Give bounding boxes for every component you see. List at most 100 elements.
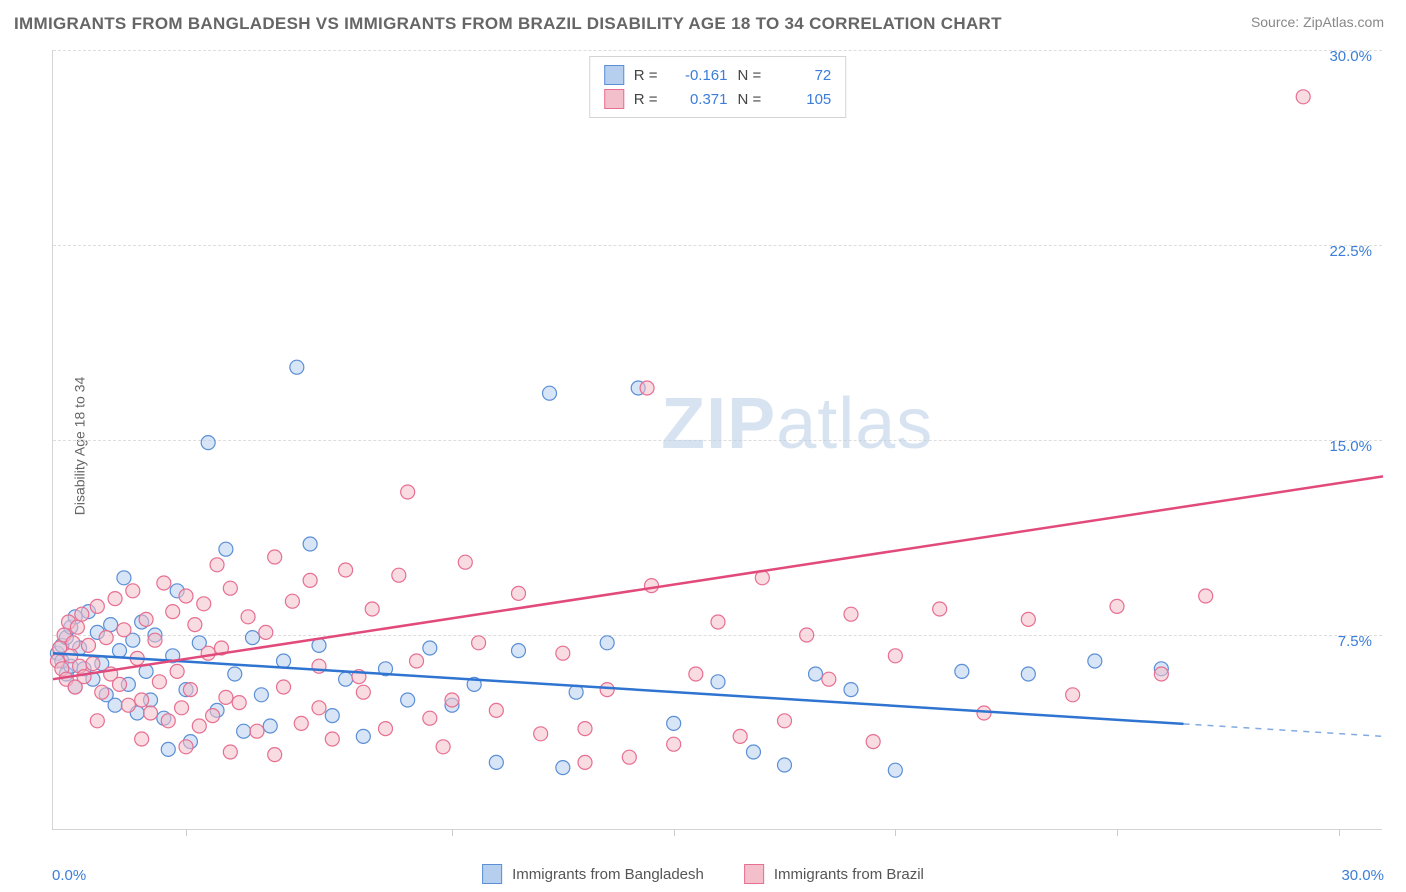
scatter-point-bangladesh bbox=[277, 654, 291, 668]
legend-item-bangladesh: Immigrants from Bangladesh bbox=[482, 864, 704, 884]
scatter-point-bangladesh bbox=[254, 688, 268, 702]
scatter-point-brazil bbox=[410, 654, 424, 668]
x-tick bbox=[452, 829, 453, 836]
scatter-point-brazil bbox=[392, 568, 406, 582]
scatter-point-brazil bbox=[822, 672, 836, 686]
scatter-point-bangladesh bbox=[246, 631, 260, 645]
source-label: Source: bbox=[1251, 14, 1299, 30]
trendline-extrapolated-bangladesh bbox=[1184, 724, 1384, 736]
scatter-point-bangladesh bbox=[201, 436, 215, 450]
x-tick bbox=[1339, 829, 1340, 836]
scatter-point-brazil bbox=[1110, 599, 1124, 613]
scatter-point-bangladesh bbox=[809, 667, 823, 681]
scatter-point-bangladesh bbox=[711, 675, 725, 689]
scatter-point-brazil bbox=[303, 573, 317, 587]
scatter-point-brazil bbox=[188, 618, 202, 632]
scatter-point-brazil bbox=[117, 623, 131, 637]
scatter-point-brazil bbox=[210, 558, 224, 572]
scatter-point-brazil bbox=[436, 740, 450, 754]
trendline-brazil bbox=[53, 476, 1383, 679]
scatter-point-brazil bbox=[977, 706, 991, 720]
scatter-point-brazil bbox=[113, 677, 127, 691]
scatter-point-brazil bbox=[667, 737, 681, 751]
scatter-point-brazil bbox=[445, 693, 459, 707]
r-label: R = bbox=[634, 67, 658, 84]
scatter-point-bangladesh bbox=[339, 672, 353, 686]
scatter-point-brazil bbox=[866, 735, 880, 749]
scatter-point-brazil bbox=[733, 729, 747, 743]
scatter-point-brazil bbox=[201, 646, 215, 660]
series-name-brazil: Immigrants from Brazil bbox=[774, 866, 924, 883]
x-tick bbox=[895, 829, 896, 836]
scatter-point-brazil bbox=[711, 615, 725, 629]
scatter-point-brazil bbox=[95, 685, 109, 699]
chart-title: IMMIGRANTS FROM BANGLADESH VS IMMIGRANTS… bbox=[14, 14, 1002, 34]
scatter-point-brazil bbox=[268, 748, 282, 762]
scatter-point-brazil bbox=[844, 607, 858, 621]
legend-row-brazil: R = 0.371 N = 105 bbox=[604, 87, 832, 111]
scatter-point-brazil bbox=[223, 745, 237, 759]
scatter-point-bangladesh bbox=[108, 698, 122, 712]
scatter-point-bangladesh bbox=[778, 758, 792, 772]
scatter-point-brazil bbox=[423, 711, 437, 725]
source-link[interactable]: ZipAtlas.com bbox=[1303, 14, 1384, 30]
scatter-point-bangladesh bbox=[401, 693, 415, 707]
swatch-bangladesh-icon bbox=[482, 864, 502, 884]
scatter-point-brazil bbox=[219, 690, 233, 704]
scatter-point-brazil bbox=[121, 698, 135, 712]
scatter-point-brazil bbox=[365, 602, 379, 616]
scatter-point-brazil bbox=[75, 607, 89, 621]
scatter-point-brazil bbox=[179, 740, 193, 754]
scatter-point-brazil bbox=[379, 722, 393, 736]
scatter-point-brazil bbox=[161, 714, 175, 728]
scatter-point-brazil bbox=[144, 706, 158, 720]
scatter-point-bangladesh bbox=[543, 386, 557, 400]
scatter-point-brazil bbox=[175, 701, 189, 715]
scatter-point-brazil bbox=[148, 633, 162, 647]
scatter-point-bangladesh bbox=[746, 745, 760, 759]
x-axis-min-label: 0.0% bbox=[52, 867, 86, 884]
scatter-point-bangladesh bbox=[117, 571, 131, 585]
scatter-point-brazil bbox=[312, 701, 326, 715]
scatter-point-brazil bbox=[489, 703, 503, 717]
x-tick bbox=[1117, 829, 1118, 836]
scatter-point-brazil bbox=[1296, 90, 1310, 104]
r-label: R = bbox=[634, 91, 658, 108]
swatch-brazil-icon bbox=[604, 89, 624, 109]
scatter-point-bangladesh bbox=[303, 537, 317, 551]
scatter-point-brazil bbox=[86, 657, 100, 671]
scatter-point-brazil bbox=[458, 555, 472, 569]
legend-row-bangladesh: R = -0.161 N = 72 bbox=[604, 63, 832, 87]
scatter-point-brazil bbox=[1154, 667, 1168, 681]
n-value-bangladesh: 72 bbox=[771, 67, 831, 84]
scatter-point-brazil bbox=[70, 620, 84, 634]
scatter-point-brazil bbox=[135, 693, 149, 707]
legend-series: Immigrants from Bangladesh Immigrants fr… bbox=[482, 864, 924, 884]
scatter-point-bangladesh bbox=[113, 644, 127, 658]
scatter-point-bangladesh bbox=[844, 683, 858, 697]
scatter-point-bangladesh bbox=[667, 716, 681, 730]
scatter-point-brazil bbox=[139, 612, 153, 626]
scatter-point-brazil bbox=[77, 670, 91, 684]
scatter-point-brazil bbox=[268, 550, 282, 564]
scatter-point-bangladesh bbox=[219, 542, 233, 556]
scatter-point-bangladesh bbox=[600, 636, 614, 650]
scatter-point-brazil bbox=[512, 586, 526, 600]
scatter-point-brazil bbox=[183, 683, 197, 697]
scatter-point-brazil bbox=[81, 638, 95, 652]
scatter-point-bangladesh bbox=[1088, 654, 1102, 668]
scatter-point-bangladesh bbox=[888, 763, 902, 777]
scatter-point-brazil bbox=[1021, 612, 1035, 626]
scatter-point-bangladesh bbox=[356, 729, 370, 743]
n-value-brazil: 105 bbox=[771, 91, 831, 108]
scatter-point-brazil bbox=[250, 724, 264, 738]
scatter-point-brazil bbox=[778, 714, 792, 728]
scatter-point-brazil bbox=[157, 576, 171, 590]
scatter-svg bbox=[53, 50, 1382, 829]
source-attribution: Source: ZipAtlas.com bbox=[1251, 14, 1384, 30]
scatter-point-brazil bbox=[206, 709, 220, 723]
scatter-point-bangladesh bbox=[228, 667, 242, 681]
scatter-point-brazil bbox=[556, 646, 570, 660]
scatter-point-brazil bbox=[166, 605, 180, 619]
scatter-point-brazil bbox=[689, 667, 703, 681]
